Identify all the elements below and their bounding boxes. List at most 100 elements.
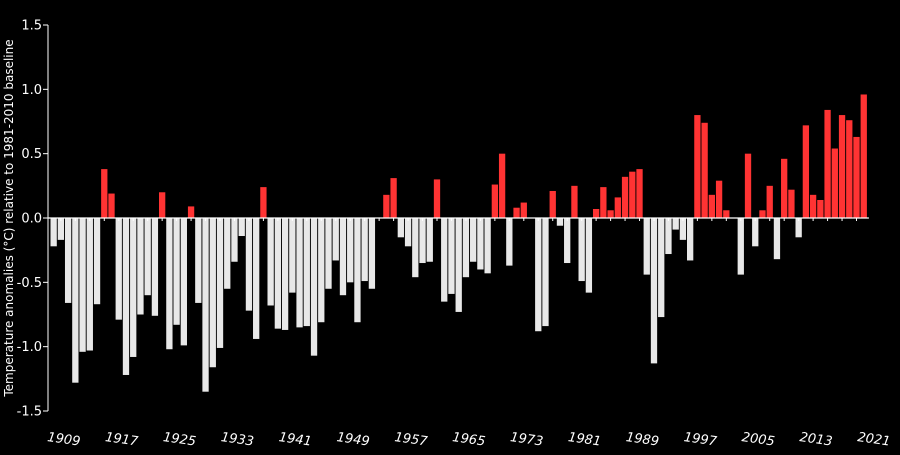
bar-2005 <box>752 218 759 247</box>
bar-1917 <box>115 218 122 320</box>
bar-1909 <box>57 218 65 240</box>
bar-2020 <box>860 94 867 218</box>
bar-2007 <box>766 185 773 218</box>
x-tick-label: 1973 <box>509 430 544 449</box>
x-tick-label: 1933 <box>220 430 255 449</box>
bar-1928 <box>195 218 202 303</box>
bar-1958 <box>412 218 419 278</box>
bar-1996 <box>687 218 694 261</box>
bar-1916 <box>108 193 115 218</box>
bar-1910 <box>64 218 72 303</box>
bar-1929 <box>202 218 209 392</box>
bar-1990 <box>643 218 650 275</box>
bar-1972 <box>513 207 520 218</box>
bar-2017 <box>838 115 846 218</box>
bar-2016 <box>831 148 838 218</box>
bar-1922 <box>151 218 159 316</box>
y-tick-label: -0.5 <box>17 276 42 291</box>
bar-1981 <box>578 218 585 282</box>
y-tick-label: 1.0 <box>21 83 42 98</box>
bar-1984 <box>600 187 607 218</box>
bar-1952 <box>368 218 376 289</box>
bar-1965 <box>462 218 470 278</box>
y-axis-label: Temperature anomalies (°C) relative to 1… <box>2 39 16 397</box>
bar-1945 <box>318 218 325 323</box>
bar-1913 <box>86 218 93 351</box>
bar-1933 <box>231 218 238 262</box>
bars-group <box>50 94 867 392</box>
bar-1934 <box>238 218 245 237</box>
bar-1957 <box>404 218 412 247</box>
axes-group: -1.5 -1.0 -0.5 0.0 0.5 1.0 1.5 1909 1917 1925 1933… <box>17 19 892 450</box>
bar-1931 <box>216 218 224 348</box>
bar-1969 <box>491 184 499 218</box>
y-tick-label: 0.0 <box>21 212 42 227</box>
bar-1911 <box>72 218 79 383</box>
y-tick-label: 1.5 <box>21 19 42 34</box>
bar-1989 <box>636 169 643 218</box>
x-tick-label: 2013 <box>799 430 834 449</box>
x-tick-label: 1925 <box>162 430 197 449</box>
bar-1918 <box>122 218 130 375</box>
bar-2006 <box>759 210 766 218</box>
bar-1998 <box>701 122 708 218</box>
bar-2000 <box>715 180 723 218</box>
x-tick-label: 1909 <box>46 430 81 449</box>
bar-1988 <box>629 171 636 218</box>
x-tick-label: 1989 <box>625 430 660 449</box>
bar-1976 <box>542 218 549 327</box>
bar-2018 <box>846 120 853 218</box>
bar-1961 <box>433 179 441 218</box>
bar-2019 <box>853 136 860 218</box>
x-tick-label: 2005 <box>741 430 776 449</box>
bar-1919 <box>130 218 137 357</box>
bar-1948 <box>339 218 347 296</box>
x-tick-label: 1997 <box>683 430 719 450</box>
bar-1992 <box>658 218 665 318</box>
bar-1923 <box>159 192 166 218</box>
bar-1914 <box>93 218 101 305</box>
bar-1950 <box>354 218 361 323</box>
bar-2015 <box>824 109 831 218</box>
bar-2009 <box>781 158 788 218</box>
bar-1968 <box>484 218 491 274</box>
bar-1997 <box>694 115 701 218</box>
bar-1967 <box>477 218 484 270</box>
y-tick-label: -1.0 <box>17 340 42 355</box>
bar-1991 <box>650 218 658 364</box>
bar-2004 <box>744 153 752 218</box>
bar-1956 <box>397 218 404 238</box>
bar-2011 <box>795 218 802 238</box>
x-tick-label: 1941 <box>278 430 313 449</box>
bar-1983 <box>592 208 600 218</box>
bar-1927 <box>187 206 195 218</box>
bar-1987 <box>621 176 629 218</box>
x-tick-label: 1917 <box>104 430 140 450</box>
x-tick-label: 1957 <box>394 430 430 450</box>
x-tick-label: 2021 <box>856 430 891 449</box>
y-tick-label: -1.5 <box>17 405 42 420</box>
bar-1962 <box>441 218 448 302</box>
x-tick-label: 1965 <box>451 430 486 449</box>
bar-1912 <box>79 218 86 352</box>
bar-1932 <box>224 218 231 289</box>
bar-1994 <box>672 218 679 230</box>
bar-1926 <box>180 218 187 346</box>
bar-1986 <box>614 197 621 218</box>
bar-2012 <box>802 125 810 218</box>
bar-1940 <box>281 218 289 330</box>
bar-1977 <box>549 190 556 218</box>
bar-1925 <box>173 218 180 325</box>
bar-1920 <box>137 218 144 315</box>
bar-1973 <box>520 202 527 218</box>
bar-1963 <box>448 218 455 294</box>
bar-1924 <box>166 218 173 350</box>
bar-1960 <box>426 218 433 262</box>
bar-1982 <box>585 218 593 293</box>
bar-2013 <box>809 194 817 218</box>
bar-1964 <box>455 218 462 312</box>
bar-1985 <box>607 210 614 218</box>
bar-1946 <box>325 218 332 289</box>
bar-1941 <box>289 218 296 293</box>
bar-1947 <box>332 218 339 261</box>
